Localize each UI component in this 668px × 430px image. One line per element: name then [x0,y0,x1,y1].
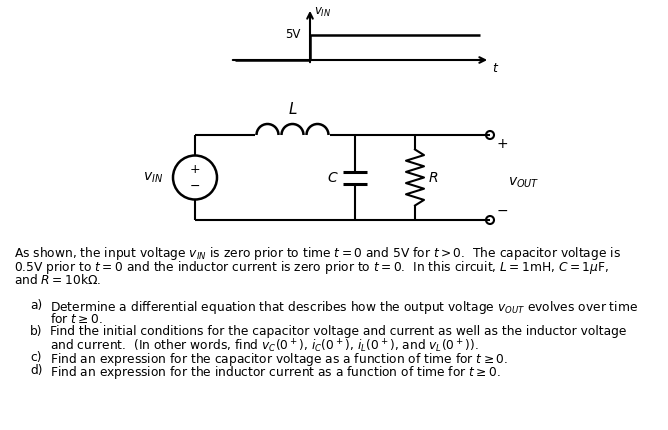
Text: Determine a differential equation that describes how the output voltage $v_{OUT}: Determine a differential equation that d… [50,299,638,316]
Text: b): b) [30,325,43,338]
Text: $t$: $t$ [492,62,499,75]
Text: Find an expression for the capacitor voltage as a function of time for $t \geq 0: Find an expression for the capacitor vol… [50,351,508,368]
Text: +: + [190,163,200,176]
Text: a): a) [30,299,42,312]
Text: 0.5V prior to $t = 0$ and the inductor current is zero prior to $t = 0$.  In thi: 0.5V prior to $t = 0$ and the inductor c… [14,259,609,276]
Text: Find the initial conditions for the capacitor voltage and current as well as the: Find the initial conditions for the capa… [50,325,627,338]
Text: As shown, the input voltage $v_{IN}$ is zero prior to time $t = 0$ and 5V for $t: As shown, the input voltage $v_{IN}$ is … [14,245,621,262]
Text: 5V: 5V [285,28,300,42]
Text: $L$: $L$ [288,101,297,117]
Text: $v_{OUT}$: $v_{OUT}$ [508,175,540,190]
Text: and current.  (In other words, find $v_C(0^+)$, $i_C(0^+)$, $i_L(0^+)$, and $v_L: and current. (In other words, find $v_C(… [50,338,479,356]
Text: d): d) [30,364,43,377]
Text: −: − [497,204,508,218]
Text: $v_{IN}$: $v_{IN}$ [143,170,163,185]
Text: $R$: $R$ [428,171,438,184]
Text: for $t \geq 0$.: for $t \geq 0$. [50,312,103,326]
Text: Find an expression for the inductor current as a function of time for $t \geq 0$: Find an expression for the inductor curr… [50,364,501,381]
Text: and $R = 10$k$\Omega$.: and $R = 10$k$\Omega$. [14,273,101,287]
Text: +: + [497,137,508,151]
Text: c): c) [30,351,41,364]
Text: $v_{IN}$: $v_{IN}$ [314,6,331,19]
Text: $C$: $C$ [327,171,339,184]
Text: −: − [190,180,200,193]
